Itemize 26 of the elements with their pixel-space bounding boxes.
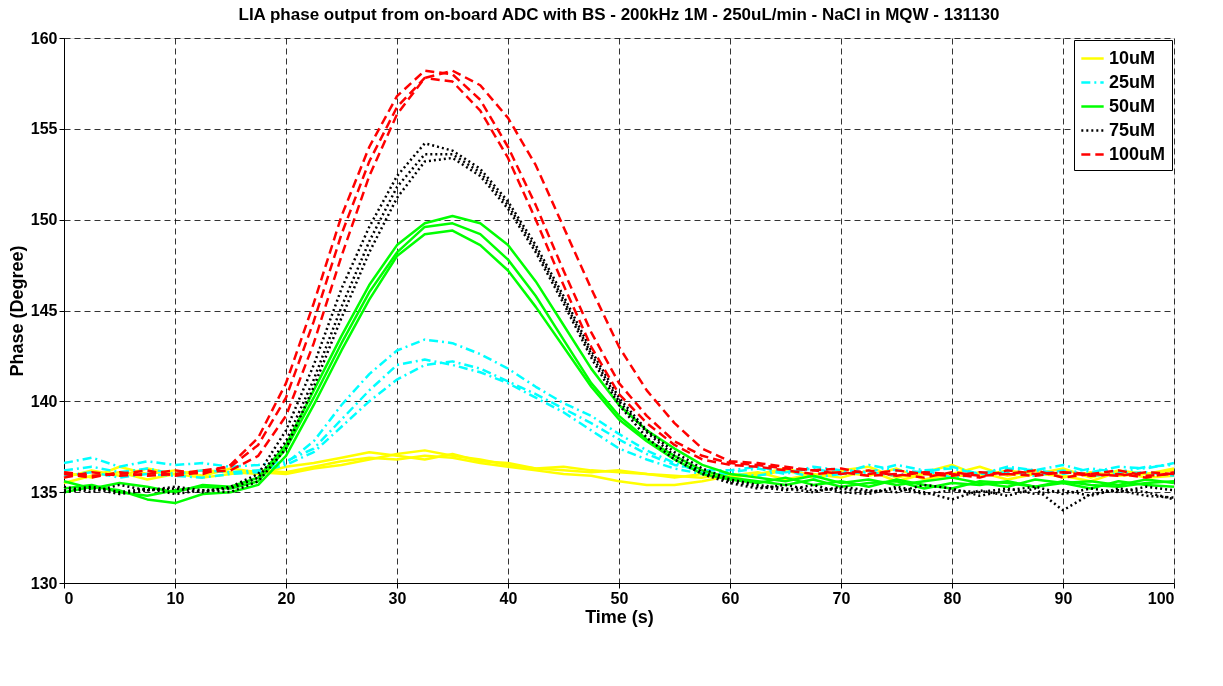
y-axis-title: Phase (Degree): [6, 245, 27, 377]
y-tick-label: 150: [30, 211, 58, 229]
x-tick-label: 20: [277, 589, 296, 607]
legend-label: 100uM: [1109, 143, 1166, 164]
x-tick-label: 0: [64, 589, 74, 607]
x-tick-label: 90: [1054, 589, 1073, 607]
x-tick-label: 100: [1147, 589, 1175, 607]
chart-title: LIA phase output from on-board ADC with BS - 200kHz 1M - 250uL/min - NaCl in MQW - 131130: [238, 5, 1000, 24]
x-tick-label: 50: [610, 589, 629, 607]
legend-label: 10uM: [1109, 47, 1156, 68]
x-tick-label: 40: [499, 589, 518, 607]
x-tick-label: 30: [388, 589, 407, 607]
x-tick-label: 10: [166, 589, 185, 607]
y-tick-label: 155: [30, 120, 58, 138]
x-tick-label: 70: [832, 589, 851, 607]
y-tick-label: 135: [30, 483, 58, 501]
x-tick-label: 80: [943, 589, 962, 607]
legend-label: 25uM: [1109, 71, 1156, 92]
x-axis-title: Time (s): [585, 606, 654, 627]
y-tick-label: 145: [30, 302, 58, 319]
y-tick-label: 140: [30, 392, 58, 410]
legend-label: 75uM: [1109, 119, 1156, 140]
y-tick-label: 160: [30, 29, 58, 47]
y-tick-label: 130: [30, 574, 58, 592]
x-tick-label: 60: [721, 589, 740, 607]
legend-label: 50uM: [1109, 95, 1156, 116]
